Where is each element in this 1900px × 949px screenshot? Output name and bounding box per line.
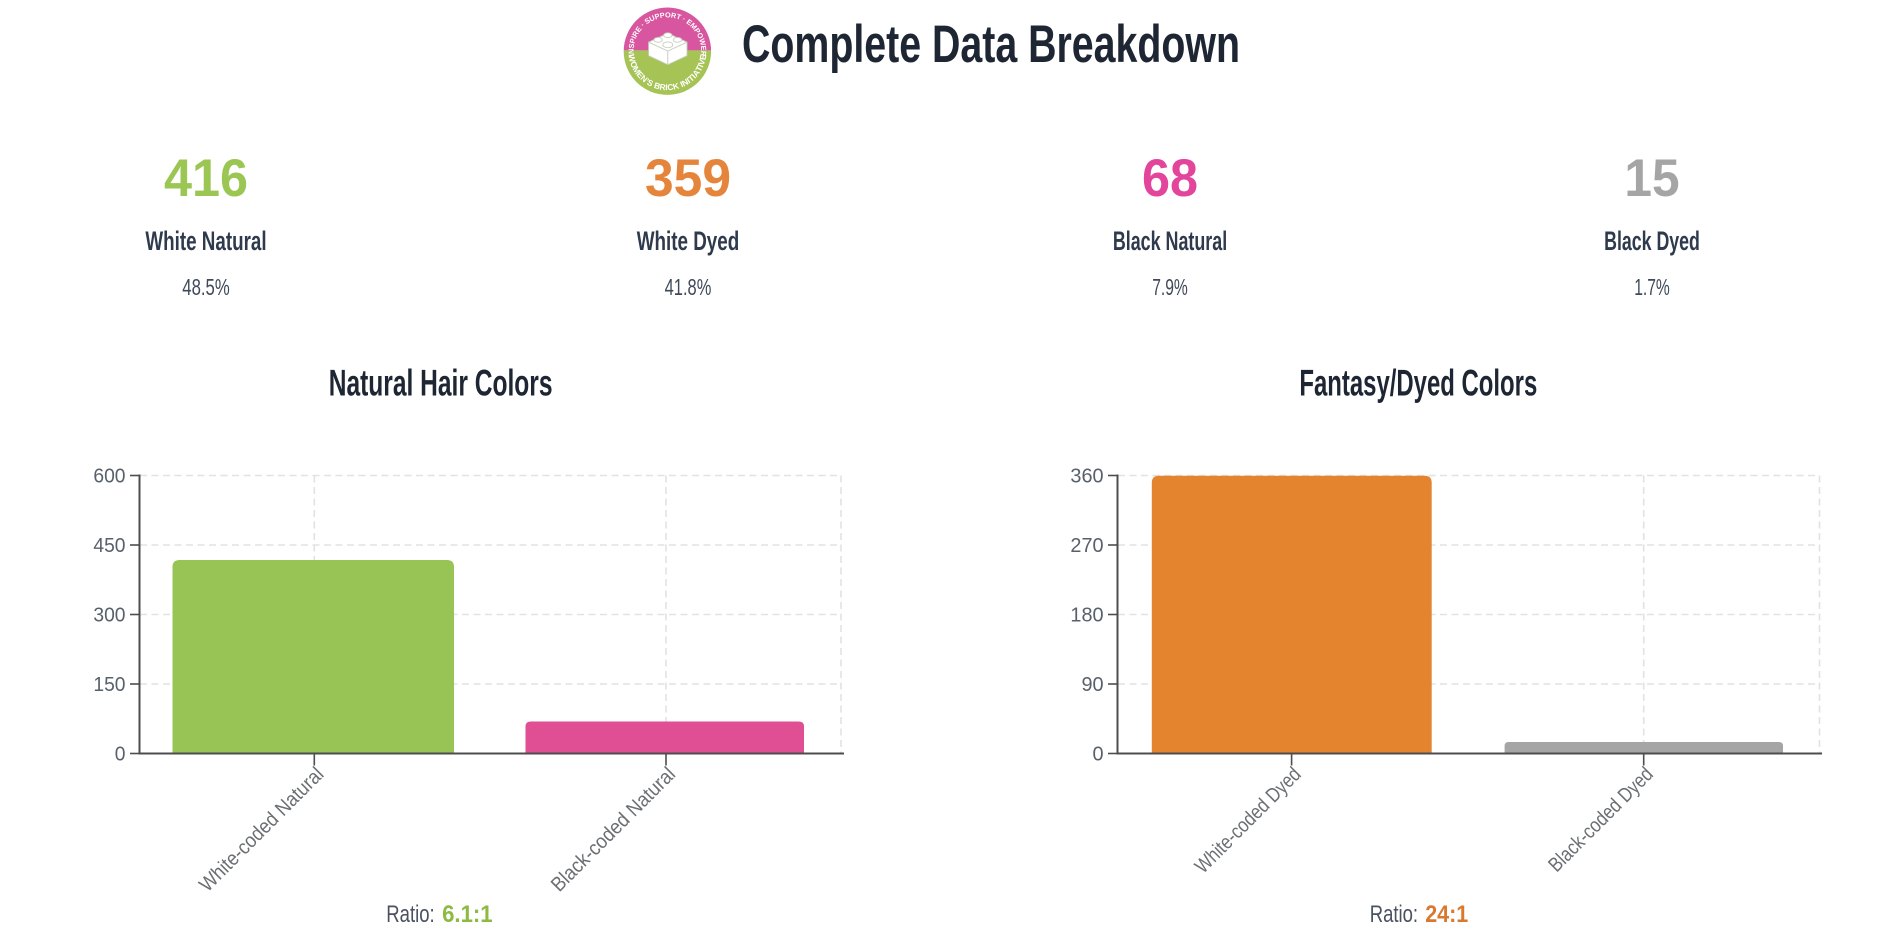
svg-text:P: P — [628, 37, 638, 44]
svg-text:300: 300 — [93, 604, 125, 627]
svg-text:U: U — [648, 13, 657, 23]
svg-text:N: N — [680, 77, 690, 89]
svg-text:0: 0 — [115, 743, 126, 766]
svg-text:Ratio:: Ratio: — [1370, 899, 1418, 927]
svg-text:I: I — [695, 63, 705, 69]
svg-text:E: E — [698, 53, 709, 61]
svg-text:48.5%: 48.5% — [182, 276, 230, 301]
svg-text:E: E — [685, 17, 694, 27]
svg-text:I: I — [689, 72, 698, 81]
svg-text:M: M — [631, 65, 643, 76]
svg-text:I: I — [627, 54, 636, 57]
svg-text:N: N — [627, 49, 636, 54]
svg-text:416: 416 — [164, 148, 248, 207]
svg-text:450: 450 — [93, 534, 125, 557]
svg-text:I: I — [679, 79, 685, 89]
svg-text:O: O — [665, 10, 671, 19]
svg-text:R: R — [699, 51, 708, 58]
svg-text:B: B — [653, 80, 662, 91]
svg-text:T: T — [675, 12, 683, 22]
svg-text:90: 90 — [1081, 674, 1103, 696]
svg-text:7.9%: 7.9% — [1152, 275, 1188, 301]
svg-text:W: W — [697, 37, 707, 46]
svg-text:0: 0 — [1093, 743, 1104, 765]
svg-text:W: W — [626, 53, 637, 63]
svg-text:I: I — [665, 82, 668, 92]
svg-text:6.1:1: 6.1:1 — [442, 900, 492, 927]
svg-text:T: T — [693, 63, 705, 73]
svg-text:24:1: 24:1 — [1425, 900, 1468, 928]
svg-text:1.7%: 1.7% — [1634, 275, 1670, 301]
svg-text:E: E — [633, 25, 643, 34]
svg-text:Black Dyed: Black Dyed — [1604, 225, 1700, 256]
svg-text:270: 270 — [1070, 535, 1103, 557]
svg-text:I: I — [685, 76, 693, 85]
svg-text:S: S — [627, 43, 637, 49]
svg-text:R: R — [670, 11, 677, 21]
svg-text:R: R — [630, 29, 641, 39]
svg-text:T: T — [686, 72, 697, 83]
svg-text:White Natural: White Natural — [145, 226, 266, 256]
svg-text:O: O — [695, 31, 706, 40]
svg-text:15: 15 — [1624, 149, 1679, 208]
svg-text:Black Natural: Black Natural — [1113, 225, 1227, 256]
svg-text:·: · — [681, 14, 687, 23]
svg-text:P: P — [692, 26, 702, 35]
svg-text:180: 180 — [1070, 604, 1103, 626]
svg-text:E: E — [699, 45, 708, 51]
svg-text:K: K — [672, 81, 680, 92]
svg-text:Complete Data Breakdown: Complete Data Breakdown — [742, 14, 1240, 73]
svg-text:150: 150 — [93, 673, 125, 696]
svg-text:P: P — [653, 11, 660, 21]
svg-text:N: N — [639, 73, 650, 85]
svg-text:Natural Hair Colors: Natural Hair Colors — [329, 363, 553, 404]
svg-text:S: S — [645, 77, 655, 89]
svg-text:600: 600 — [93, 465, 125, 488]
svg-text:359: 359 — [645, 149, 731, 208]
svg-text:O: O — [628, 60, 640, 70]
svg-text:P: P — [659, 10, 665, 20]
svg-text:A: A — [690, 68, 702, 79]
svg-text:’: ’ — [643, 76, 651, 86]
svg-text:I: I — [629, 35, 638, 40]
svg-text:S: S — [643, 16, 652, 26]
svg-text:E: E — [635, 69, 646, 80]
svg-text:C: C — [667, 82, 674, 92]
svg-text:360: 360 — [1070, 465, 1103, 487]
svg-text:Ratio:: Ratio: — [386, 899, 434, 927]
svg-text:68: 68 — [1142, 148, 1198, 207]
svg-text:·: · — [639, 21, 647, 29]
svg-text:Fantasy/Dyed Colors: Fantasy/Dyed Colors — [1299, 362, 1537, 404]
svg-text:V: V — [696, 58, 707, 67]
svg-text:41.8%: 41.8% — [665, 275, 712, 300]
svg-text:M: M — [688, 21, 699, 32]
svg-text:White Dyed: White Dyed — [637, 226, 740, 256]
svg-text:R: R — [659, 82, 666, 93]
